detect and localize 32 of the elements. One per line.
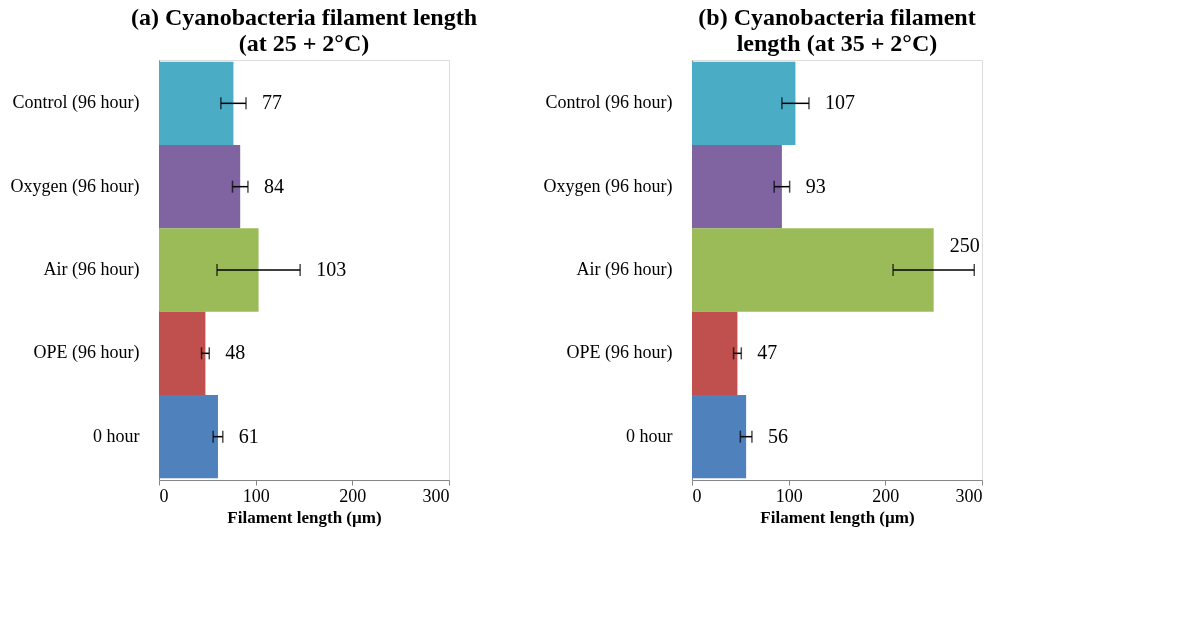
chart-title: (a) Cyanobacteria filament length (at 25 + 2°C) xyxy=(131,4,477,56)
data-label: 48 xyxy=(225,341,246,364)
y-tick-label: Control (96 hour) xyxy=(545,92,673,114)
data-label: 61 xyxy=(238,424,259,447)
x-tick-label: 100 xyxy=(242,485,270,506)
data-label: 250 xyxy=(949,234,980,256)
data-label: 56 xyxy=(767,424,788,447)
chart-title: (b) Cyanobacteria filament length (at 35 + 2°C) xyxy=(698,4,976,56)
data-label: 77 xyxy=(262,91,282,114)
y-tick-label: 0 hour xyxy=(626,425,673,446)
x-axis-title: Filament length (µm) xyxy=(227,507,382,527)
data-label: 107 xyxy=(824,91,855,114)
y-tick-label: Oxygen (96 hour) xyxy=(543,175,673,197)
x-tick-label: 0 xyxy=(692,485,702,506)
x-tick-label: 300 xyxy=(422,485,450,506)
x-tick-label: 100 xyxy=(775,485,803,506)
y-tick-label: Air (96 hour) xyxy=(43,259,140,280)
data-label: 47 xyxy=(757,341,778,364)
data-label: 93 xyxy=(805,174,826,197)
y-tick-label: OPE (96 hour) xyxy=(33,342,140,364)
y-tick-label: OPE (96 hour) xyxy=(566,342,673,364)
y-tick-label: Air (96 hour) xyxy=(576,259,673,280)
x-tick-label: 200 xyxy=(339,485,367,506)
x-tick-label: 0 xyxy=(159,485,169,506)
x-tick-label: 300 xyxy=(955,485,983,506)
data-label: 84 xyxy=(263,174,284,197)
y-tick-label: Control (96 hour) xyxy=(12,92,140,114)
y-tick-label: Oxygen (96 hour) xyxy=(10,175,140,197)
x-tick-label: 200 xyxy=(872,485,900,506)
data-label: 103 xyxy=(316,258,347,280)
x-axis-title: Filament length (µm) xyxy=(760,507,915,527)
y-tick-label: 0 hour xyxy=(93,425,140,446)
